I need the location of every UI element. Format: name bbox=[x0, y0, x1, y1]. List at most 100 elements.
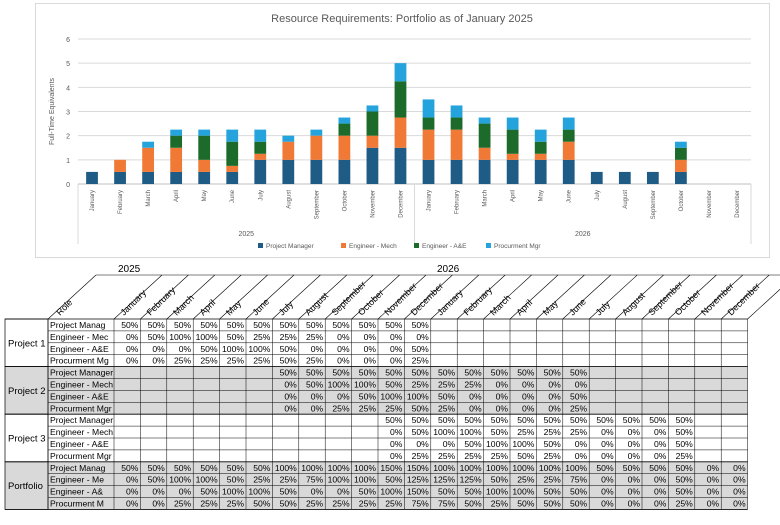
bar-engineer-mech bbox=[170, 147, 183, 172]
legend-swatch bbox=[341, 243, 346, 248]
bar-project-manager bbox=[366, 147, 379, 184]
percent-cell: 50% bbox=[174, 463, 192, 473]
percent-cell: 50% bbox=[544, 368, 562, 378]
bar-engineer-mech bbox=[422, 129, 435, 160]
percent-cell: 0% bbox=[707, 499, 720, 509]
percent-cell: 25% bbox=[570, 403, 588, 413]
percent-cell: 100% bbox=[460, 463, 482, 473]
percent-cell: 150% bbox=[407, 487, 429, 497]
bar-engineer-a-e bbox=[394, 81, 407, 118]
percent-cell: 0% bbox=[654, 427, 667, 437]
month-header: April bbox=[198, 298, 218, 318]
x-tick-label: December bbox=[398, 190, 404, 218]
percent-cell: 50% bbox=[200, 487, 218, 497]
percent-cell: 50% bbox=[491, 368, 509, 378]
bar-engineer-a-e bbox=[170, 135, 183, 148]
legend-label: Engineer - A&E bbox=[422, 243, 467, 250]
percent-cell: 75% bbox=[438, 499, 456, 509]
percent-cell: 0% bbox=[575, 439, 588, 449]
header-border bbox=[588, 274, 638, 320]
percent-cell: 50% bbox=[676, 463, 694, 473]
bar-project-manager bbox=[478, 159, 491, 184]
x-tick-label: July bbox=[258, 190, 264, 201]
percent-cell: 100% bbox=[354, 463, 376, 473]
bar-engineer-a-e bbox=[366, 111, 379, 136]
percent-cell: 125% bbox=[460, 475, 482, 485]
percent-cell: 50% bbox=[385, 320, 403, 330]
percent-cell: 0% bbox=[284, 403, 297, 413]
group-label: Portfolio bbox=[8, 481, 43, 492]
percent-cell: 0% bbox=[733, 499, 746, 509]
bar-procurment-mgr bbox=[282, 135, 295, 142]
percent-cell: 100% bbox=[486, 487, 508, 497]
percent-cell: 50% bbox=[676, 475, 694, 485]
percent-cell: 100% bbox=[196, 332, 218, 342]
role-label: Engineer - Mech bbox=[50, 427, 113, 437]
percent-cell: 100% bbox=[354, 475, 376, 485]
bar-engineer-a-e bbox=[422, 117, 435, 130]
role-label: Project Manag bbox=[50, 320, 106, 330]
percent-cell: 25% bbox=[544, 427, 562, 437]
header-border bbox=[720, 274, 770, 320]
bar-project-manager bbox=[226, 171, 239, 184]
percent-cell: 0% bbox=[152, 487, 165, 497]
group-label: Project 1 bbox=[8, 338, 46, 349]
group-label: Project 3 bbox=[8, 434, 46, 445]
y-axis-title: Full-Time Equivalents bbox=[49, 77, 56, 145]
x-tick-label: February bbox=[455, 190, 461, 214]
header-border bbox=[430, 274, 480, 320]
percent-cell: 0% bbox=[416, 332, 429, 342]
percent-cell: 100% bbox=[565, 463, 587, 473]
legend-label: Engineer - Mech bbox=[349, 243, 397, 250]
percent-cell: 50% bbox=[517, 499, 535, 509]
month-header: April bbox=[514, 298, 534, 318]
percent-cell: 50% bbox=[570, 415, 588, 425]
percent-cell: 25% bbox=[332, 403, 350, 413]
percent-cell: 0% bbox=[337, 344, 350, 354]
month-header: July bbox=[594, 299, 613, 318]
percent-cell: 25% bbox=[174, 356, 192, 366]
bar-project-manager bbox=[646, 171, 659, 184]
percent-cell: 0% bbox=[443, 439, 456, 449]
role-label: Engineer - Mec bbox=[50, 332, 109, 342]
percent-cell: 0% bbox=[311, 487, 324, 497]
percent-cell: 25% bbox=[306, 356, 324, 366]
month-header: June bbox=[250, 297, 271, 318]
x-tick-label: July bbox=[595, 190, 601, 201]
percent-cell: 100% bbox=[248, 487, 270, 497]
percent-cell: 50% bbox=[412, 415, 430, 425]
percent-cell: 0% bbox=[152, 344, 165, 354]
percent-cell: 50% bbox=[649, 415, 667, 425]
percent-cell: 25% bbox=[306, 332, 324, 342]
percent-cell: 25% bbox=[412, 380, 430, 390]
header-border bbox=[272, 274, 321, 320]
percent-cell: 50% bbox=[148, 475, 166, 485]
percent-cell: 50% bbox=[280, 368, 298, 378]
bar-project-manager bbox=[310, 159, 323, 184]
resource-grid[interactable]: 2025 2026 Role January February March April May… bbox=[0, 262, 780, 520]
percent-cell: 50% bbox=[544, 415, 562, 425]
percent-cell: 50% bbox=[280, 499, 298, 509]
percent-cell: 100% bbox=[460, 427, 482, 437]
resource-chart[interactable]: Resource Requirements: Portfolio as of J… bbox=[35, 3, 770, 258]
percent-cell: 25% bbox=[517, 427, 535, 437]
percent-cell: 0% bbox=[601, 487, 614, 497]
percent-cell: 50% bbox=[306, 368, 324, 378]
role-label: Procurment M bbox=[50, 499, 104, 509]
percent-cell: 50% bbox=[200, 344, 218, 354]
bar-engineer-a-e bbox=[534, 141, 547, 154]
percent-cell: 0% bbox=[707, 463, 720, 473]
bar-procurment-mgr bbox=[478, 117, 491, 124]
percent-cell: 50% bbox=[570, 368, 588, 378]
percent-cell: 75% bbox=[412, 499, 430, 509]
percent-cell: 100% bbox=[275, 463, 297, 473]
percent-cell: 25% bbox=[359, 403, 377, 413]
percent-cell: 50% bbox=[438, 487, 456, 497]
bar-engineer-mech bbox=[114, 159, 126, 172]
year-label-2025: 2025 bbox=[118, 264, 141, 275]
percent-cell: 0% bbox=[126, 344, 139, 354]
x-tick-label: November bbox=[707, 190, 713, 218]
x-tick-label: January bbox=[427, 190, 433, 211]
percent-cell: 100% bbox=[433, 463, 455, 473]
percent-cell: 100% bbox=[328, 463, 350, 473]
